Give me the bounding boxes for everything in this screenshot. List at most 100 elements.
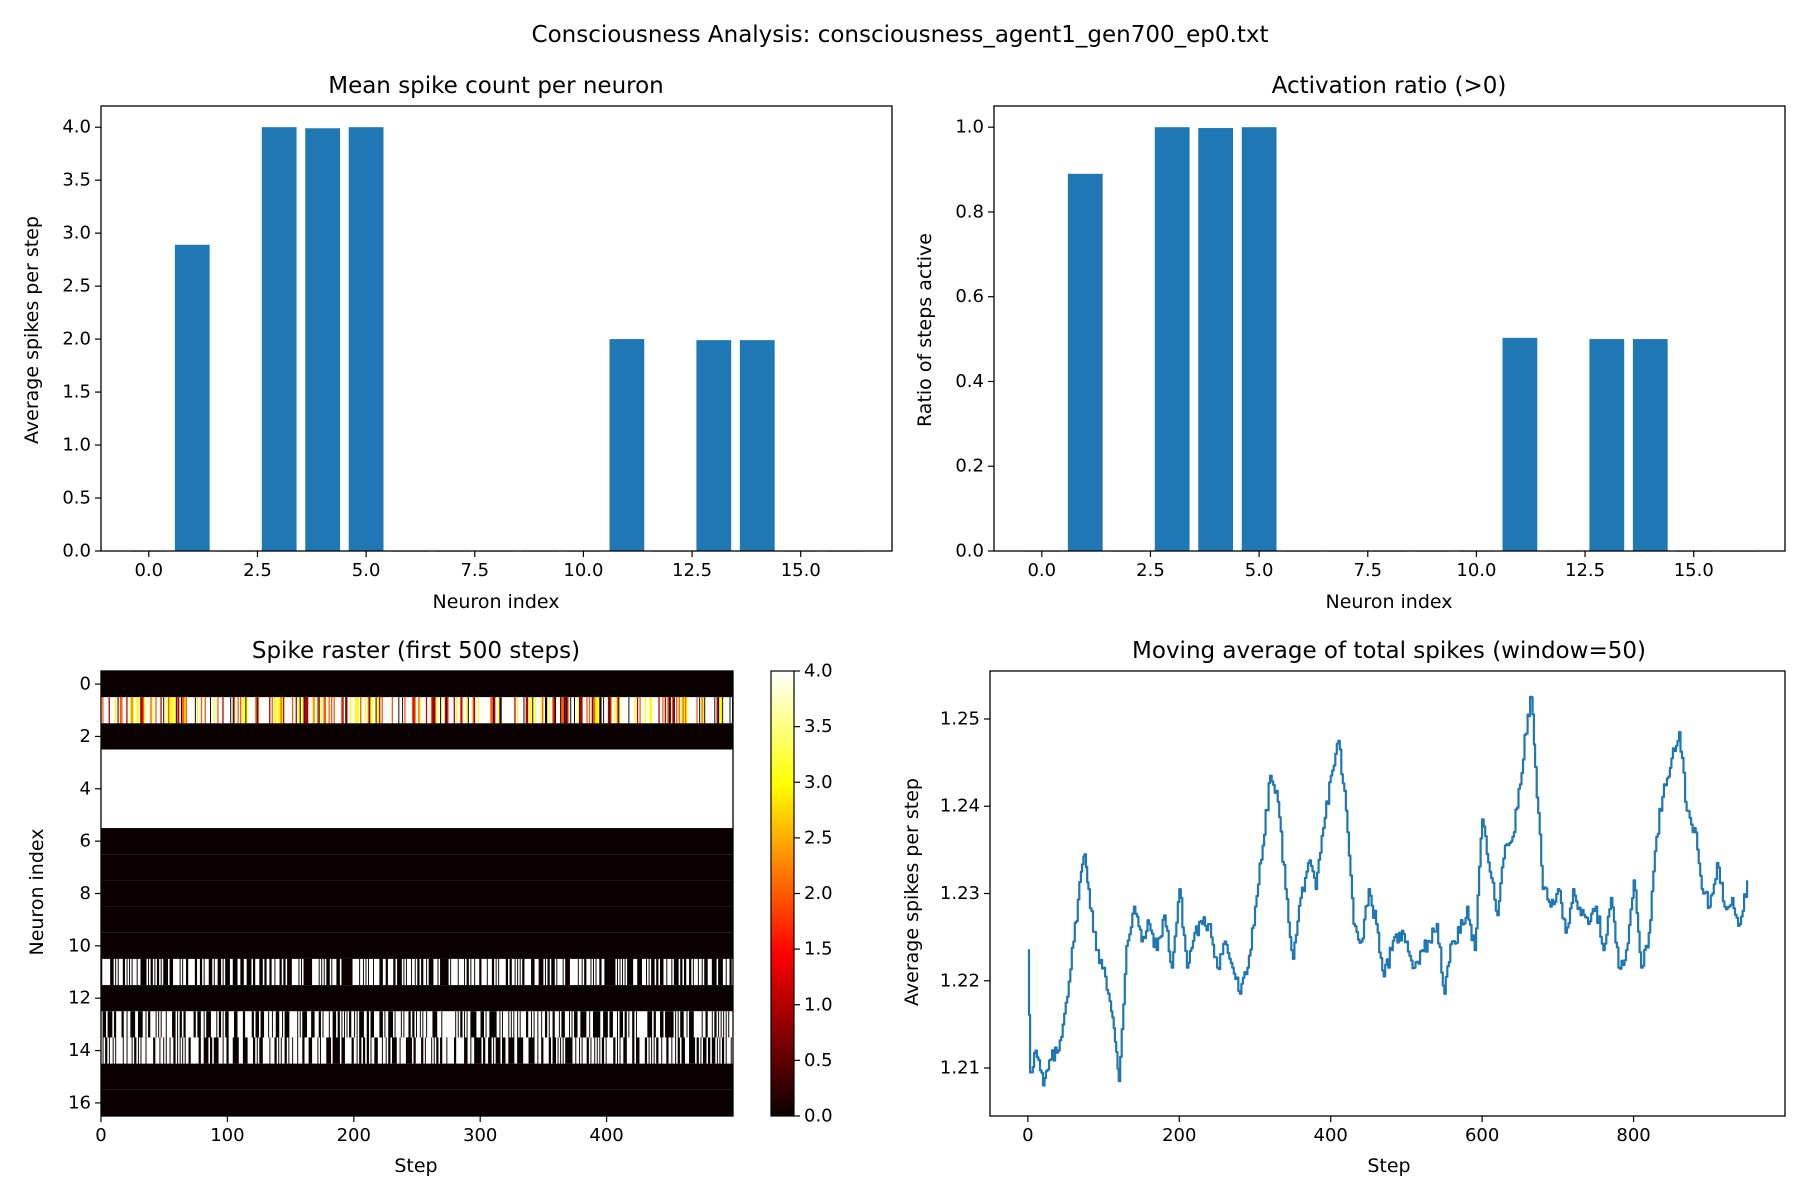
raster-cell (396, 1037, 399, 1064)
raster-cell (382, 1011, 385, 1038)
raster-cell (291, 697, 294, 724)
raster-cell (504, 697, 506, 724)
raster-cell (454, 958, 457, 986)
raster-cell (101, 906, 733, 933)
raster-cell (644, 697, 647, 724)
raster-cell (602, 958, 605, 986)
raster-cell (581, 697, 583, 724)
raster-cell (687, 1037, 690, 1064)
raster-cell (189, 697, 192, 724)
ratio-ytick-label: 0.6 (955, 286, 984, 307)
raster-cell (610, 697, 612, 724)
raster-cell (641, 1011, 644, 1038)
raster-cell (210, 1011, 213, 1038)
raster-cell (283, 1011, 285, 1038)
raster-cell (334, 958, 337, 986)
raster-cell (138, 958, 141, 986)
raster-cell (385, 1011, 387, 1038)
raster-cell (721, 1011, 724, 1038)
raster-cell (149, 697, 151, 724)
raster-cell (461, 958, 463, 986)
raster-cell (410, 697, 413, 724)
raster-cell (679, 1037, 682, 1064)
raster-cell (446, 1011, 448, 1038)
raster-cell (365, 1011, 367, 1038)
raster-cell (419, 958, 422, 986)
raster-cell (717, 1037, 720, 1064)
raster-cell (691, 697, 693, 724)
raster-cell (284, 697, 286, 724)
raster-cell (638, 1011, 640, 1038)
raster-cell (630, 1011, 633, 1038)
raster-cell (381, 697, 384, 724)
raster-cell (485, 1037, 487, 1064)
raster-cell (357, 697, 360, 724)
raster-cell (604, 697, 606, 724)
raster-cell (272, 1011, 275, 1038)
raster-cell (600, 1037, 602, 1064)
raster-cell (663, 1037, 666, 1064)
raster-cell (323, 1037, 326, 1064)
raster-cell (561, 697, 563, 724)
raster-cell (509, 1011, 511, 1038)
raster-cell (423, 1011, 425, 1038)
raster-cell (280, 697, 283, 724)
raster-cell (296, 697, 299, 724)
raster-cell (417, 1011, 419, 1038)
raster-cell (726, 1011, 729, 1038)
raster-cell (641, 697, 644, 724)
mean-bar (696, 340, 732, 551)
raster-cell (101, 671, 733, 698)
raster-cell (438, 1037, 441, 1064)
raster-cell (690, 697, 692, 724)
raster-cell (159, 958, 161, 986)
raster-cell (615, 1011, 618, 1038)
raster-cell (154, 1011, 156, 1038)
raster-cell (319, 958, 322, 986)
raster-cell (208, 697, 211, 724)
raster-cell (535, 1037, 538, 1064)
raster-cell (390, 697, 393, 724)
raster-cell (154, 697, 156, 724)
raster-cell (240, 697, 242, 724)
raster-cell (203, 697, 205, 724)
raster-cell (597, 697, 600, 724)
raster-cell (399, 697, 401, 724)
raster-cell (530, 697, 533, 724)
raster-cell (545, 1037, 548, 1064)
raster-cell (375, 1011, 377, 1038)
raster-cell (314, 1037, 317, 1064)
raster-cell (368, 1037, 371, 1064)
raster-cell (131, 697, 133, 724)
raster-cell (128, 1011, 131, 1038)
raster-cell (449, 697, 452, 724)
raster-cell (101, 880, 733, 907)
raster-cell (346, 1037, 348, 1064)
raster-row (101, 985, 733, 1012)
raster-cell (166, 1011, 169, 1038)
raster-cell (204, 697, 207, 724)
raster-cell (384, 697, 386, 724)
raster-cell (167, 697, 170, 724)
raster-cell (270, 1011, 272, 1038)
raster-cell (213, 1011, 216, 1038)
raster-cell (123, 1037, 126, 1064)
raster-cell (246, 697, 248, 724)
raster-ytick-label: 12 (68, 988, 91, 1009)
raster-cell (559, 958, 562, 986)
moving-xtick-label: 800 (1616, 1125, 1650, 1146)
raster-cell (389, 958, 391, 986)
mean-ytick-label: 3.0 (62, 223, 91, 244)
raster-cell (307, 1037, 309, 1064)
raster-cell (329, 697, 332, 724)
raster-cell (360, 958, 362, 986)
raster-cell (634, 697, 636, 724)
raster-cell (617, 1011, 620, 1038)
raster-cell (216, 958, 218, 986)
raster-cell (352, 958, 355, 986)
raster-cell (325, 697, 328, 724)
axes-mean-spike: Mean spike count per neuron Neuron index… (21, 73, 893, 613)
raster-cell (374, 697, 376, 724)
raster-cell (288, 697, 290, 724)
raster-cell (324, 697, 327, 724)
